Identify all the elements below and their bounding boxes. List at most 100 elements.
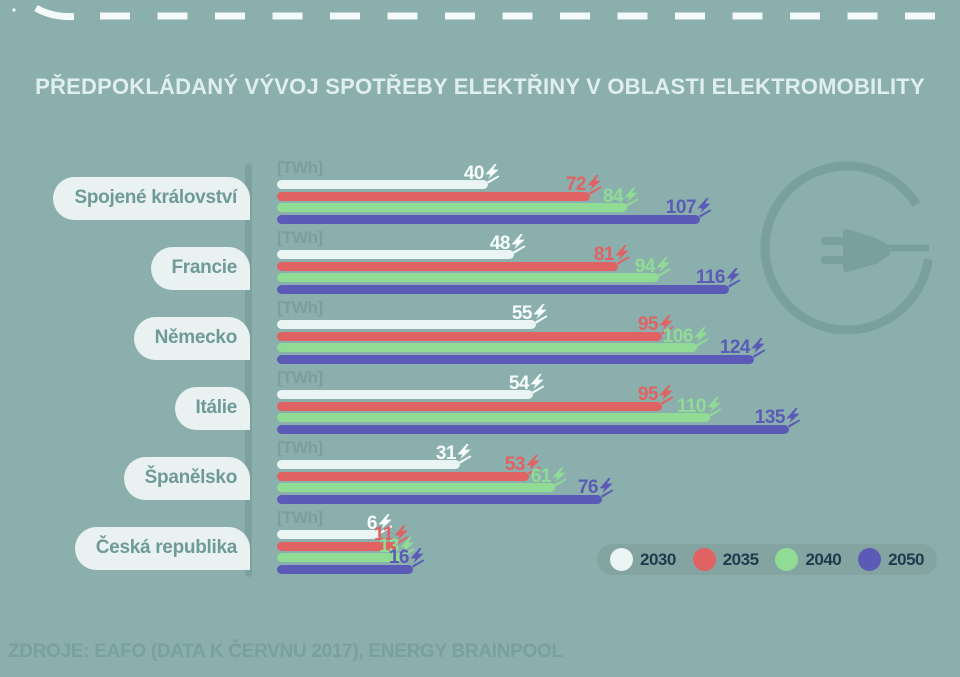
value-label: 72	[566, 175, 602, 195]
legend-item-2035: 2035	[692, 548, 759, 571]
lightning-bolt-icon	[659, 385, 674, 405]
value-text: 107	[665, 197, 697, 218]
value-text: 95	[637, 314, 659, 335]
bar-track: 16	[277, 548, 960, 577]
lightning-bolt-icon	[624, 186, 639, 207]
value-label: 11	[373, 524, 409, 545]
value-label: 54	[508, 372, 545, 394]
value-text: 106	[662, 325, 694, 347]
bar-track: 84	[277, 186, 960, 215]
value-text: 16	[388, 547, 410, 568]
value-label: 95	[637, 314, 674, 335]
legend-item-2030: 2030	[610, 548, 676, 571]
legend-item-2050: 2050	[858, 548, 924, 571]
value-text: 81	[593, 244, 615, 265]
country-label-pill: Itálie	[174, 387, 250, 430]
bar-2035	[277, 401, 662, 411]
value-text: 55	[511, 302, 533, 324]
lightning-bolt-icon	[707, 396, 722, 417]
value-label: 106	[662, 325, 709, 347]
value-label: 16	[388, 547, 425, 568]
bar-2030	[277, 460, 460, 469]
value-text: 54	[508, 372, 530, 394]
country-label-pill: Spojené království	[53, 177, 250, 220]
bar-track: 40	[277, 163, 960, 192]
lightning-bolt-icon	[533, 303, 548, 324]
legend-swatch	[858, 548, 882, 571]
bar-2050	[277, 284, 729, 294]
unit-label: [TWh]	[277, 298, 323, 317]
unit-label: [TWh]	[277, 438, 323, 457]
bar-2040	[277, 553, 403, 562]
bar-track: 53	[277, 455, 960, 484]
bar-2040	[277, 413, 710, 422]
bar-track: 6	[277, 513, 960, 542]
value-text: 13	[378, 535, 400, 557]
bar-track: 11	[277, 525, 960, 554]
bar-2050	[277, 494, 602, 504]
dashed-road-line	[12, 4, 960, 21]
country-row: Španělsko [TWh] 31 53 61 76	[0, 436, 960, 506]
chart-area: Spojené království [TWh] 40 72 84 107 Francie […	[0, 156, 960, 576]
value-label: 48	[490, 233, 526, 254]
value-text: 61	[530, 465, 552, 487]
value-text: 53	[504, 454, 526, 475]
value-label: 84	[603, 186, 639, 207]
bar-track: 95	[277, 385, 960, 414]
bar-track: 106	[277, 326, 960, 355]
lightning-bolt-icon	[599, 478, 614, 498]
bars-column: [TWh] 31 53 61 76	[277, 436, 960, 506]
bar-2035	[277, 541, 397, 551]
bar-2030	[277, 250, 514, 259]
source-credit: ZDROJE: EAFO (DATA K ČERVNU 2017), ENERG…	[8, 641, 563, 662]
lightning-bolt-icon	[656, 256, 671, 277]
value-text: 11	[373, 524, 394, 545]
country-label-column: Česká republika	[0, 506, 277, 576]
legend-year-label: 2050	[888, 549, 924, 569]
value-label: 135	[755, 408, 801, 428]
country-label-column: Německo	[0, 296, 277, 366]
lightning-bolt-icon	[659, 315, 674, 335]
bar-2035	[277, 471, 529, 481]
bar-2035	[277, 191, 590, 201]
value-text: 95	[637, 384, 659, 405]
value-text: 40	[463, 162, 485, 184]
bar-track: 94	[277, 256, 960, 285]
bar-track: 72	[277, 175, 960, 204]
value-label: 95	[637, 384, 674, 405]
bar-track: 95	[277, 315, 960, 344]
bar-2030	[277, 390, 533, 399]
bar-2040	[277, 483, 555, 492]
lightning-bolt-icon	[378, 513, 393, 534]
lightning-bolt-icon	[400, 536, 415, 557]
lightning-bolt-icon	[410, 548, 425, 568]
country-label-column: Itálie	[0, 366, 277, 436]
bar-track: 55	[277, 303, 960, 332]
bar-2050	[277, 354, 754, 364]
value-text: 116	[695, 267, 726, 288]
bar-track: 13	[277, 536, 960, 565]
bars-column: [TWh] 55 95 106 124	[277, 296, 960, 366]
legend-year-label: 2035	[722, 549, 759, 569]
value-label: 107	[665, 197, 712, 218]
value-text: 94	[634, 255, 656, 277]
value-label: 81	[593, 244, 630, 265]
value-label: 94	[634, 255, 671, 277]
bar-track: 124	[277, 338, 960, 367]
bars-column: [TWh] 48 81 94 116	[277, 226, 960, 296]
value-label: 53	[504, 454, 541, 475]
value-label: 124	[720, 338, 766, 358]
bar-track: 135	[277, 408, 960, 437]
country-label-pill: Španělsko	[123, 457, 250, 500]
lightning-bolt-icon	[697, 198, 712, 218]
legend-item-2040: 2040	[775, 548, 842, 571]
bar-2035	[277, 261, 618, 271]
value-label: 116	[695, 267, 741, 288]
power-plug-circle-icon	[760, 161, 933, 334]
bar-2040	[277, 203, 627, 212]
bar-track: 31	[277, 443, 960, 472]
unit-label: [TWh]	[277, 158, 323, 177]
value-label: 76	[578, 478, 614, 498]
lightning-bolt-icon	[726, 268, 741, 288]
country-label-column: Francie	[0, 226, 277, 296]
